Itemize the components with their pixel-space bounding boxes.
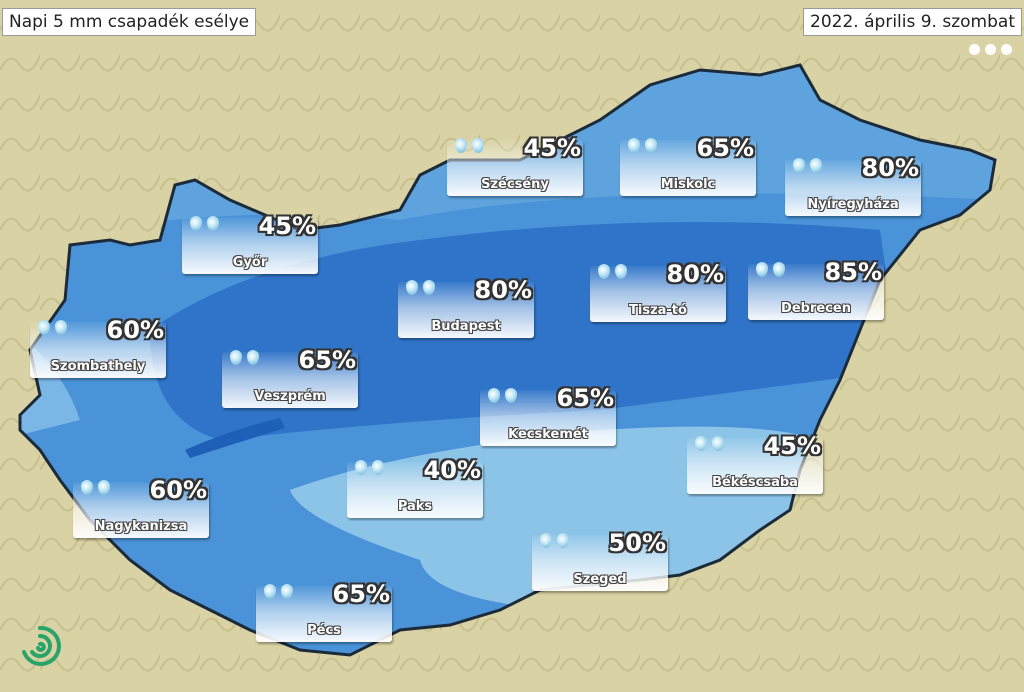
city-card: 65% Miskolc	[620, 134, 756, 196]
city-name: Békéscsaba	[712, 475, 798, 490]
city-name: Győr	[232, 255, 268, 270]
precip-chance: 65%	[556, 384, 614, 412]
raindrop-icon	[695, 436, 724, 451]
raindrop-icon	[355, 460, 384, 475]
precip-chance: 40%	[423, 456, 481, 484]
city-card: 65% Veszprém	[222, 346, 358, 408]
precip-chance: 80%	[666, 260, 724, 288]
city-name: Tisza-tó	[629, 303, 687, 318]
city-card: 60% Szombathely	[30, 316, 166, 378]
precip-chance: 80%	[474, 276, 532, 304]
city-card: 65% Kecskemét	[480, 384, 616, 446]
spiral-logo	[22, 625, 61, 666]
city-name: Szeged	[573, 572, 627, 587]
precip-chance: 65%	[696, 134, 754, 162]
raindrop-icon	[38, 320, 67, 335]
lake-balaton	[185, 418, 285, 458]
city-name: Miskolc	[660, 177, 716, 192]
city-name: Nagykanizsa	[94, 519, 188, 534]
raindrop-icon	[793, 158, 822, 173]
precip-chance: 50%	[608, 529, 666, 557]
city-name: Nyíregyháza	[807, 197, 899, 212]
map-title: Napi 5 mm csapadék esélye	[2, 8, 257, 36]
more-dots-icon[interactable]	[969, 44, 1012, 55]
city-name: Szécsény	[481, 177, 549, 192]
city-card: 80% Budapest	[398, 276, 534, 338]
precip-chance: 65%	[332, 580, 390, 608]
city-card: 45% Békéscsaba	[687, 432, 823, 494]
city-card: 45% Győr	[182, 212, 318, 274]
raindrop-icon	[598, 264, 627, 279]
precip-chance: 85%	[824, 258, 882, 286]
city-name: Paks	[397, 499, 433, 514]
city-card: 60% Nagykanizsa	[73, 476, 209, 538]
city-name: Debrecen	[781, 301, 851, 316]
city-card: 80% Nyíregyháza	[785, 154, 921, 216]
raindrop-icon	[190, 216, 219, 231]
raindrop-icon	[230, 350, 259, 365]
raindrop-icon	[455, 138, 484, 153]
precip-chance: 45%	[763, 432, 821, 460]
city-card: 85% Debrecen	[748, 258, 884, 320]
raindrop-icon	[628, 138, 657, 153]
city-name: Veszprém	[254, 389, 326, 404]
city-name: Szombathely	[50, 359, 146, 374]
precip-chance: 45%	[258, 212, 316, 240]
raindrop-icon	[488, 388, 517, 403]
precip-chance: 65%	[298, 346, 356, 374]
precip-chance: 60%	[149, 476, 207, 504]
city-card: 40% Paks	[347, 456, 483, 518]
city-card: 65% Pécs	[256, 580, 392, 642]
city-name: Pécs	[307, 623, 341, 638]
city-card: 80% Tisza-tó	[590, 260, 726, 322]
city-name: Kecskemét	[508, 427, 588, 442]
precip-chance: 45%	[523, 134, 581, 162]
raindrop-icon	[540, 533, 569, 548]
city-card: 45% Szécsény	[447, 134, 583, 196]
city-name: Budapest	[431, 319, 501, 334]
raindrop-icon	[81, 480, 110, 495]
map-date: 2022. április 9. szombat	[803, 8, 1022, 36]
raindrop-icon	[756, 262, 785, 277]
precip-chance: 60%	[106, 316, 164, 344]
precip-chance: 80%	[861, 154, 919, 182]
city-card: 50% Szeged	[532, 529, 668, 591]
raindrop-icon	[264, 584, 293, 599]
raindrop-icon	[406, 280, 435, 295]
zone-west	[20, 320, 80, 440]
